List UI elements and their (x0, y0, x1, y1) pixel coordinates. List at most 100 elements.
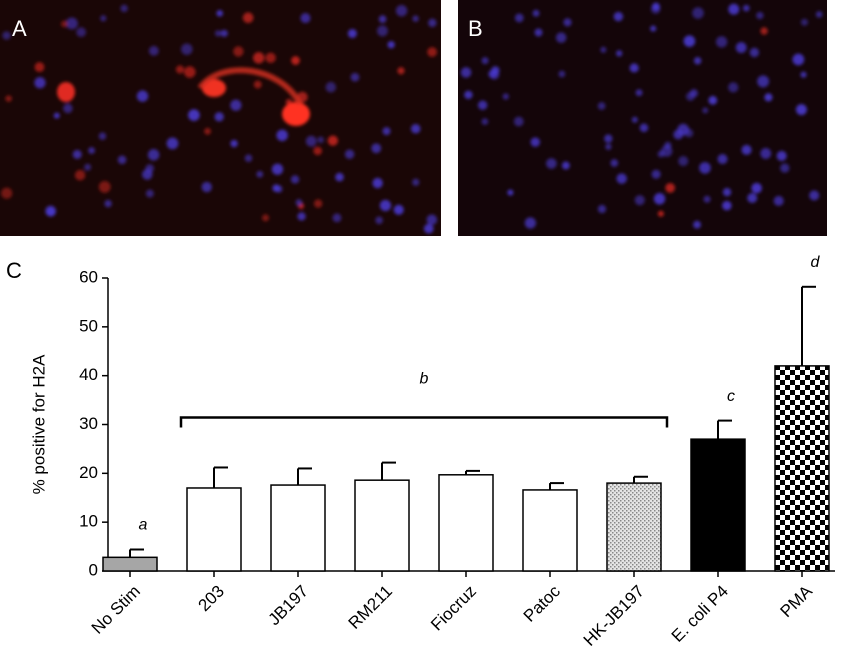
cell (216, 10, 224, 17)
cell (616, 173, 627, 184)
cell (650, 4, 661, 14)
y-tick-label: 50 (79, 316, 98, 335)
cell (741, 144, 752, 155)
cell (534, 28, 543, 37)
cell (175, 65, 185, 74)
x-tick-label: Patoc (520, 581, 565, 626)
cell (204, 127, 211, 135)
cell (651, 169, 661, 179)
cell (751, 182, 762, 194)
cell (613, 11, 624, 22)
x-tick-label: RM211 (345, 582, 396, 633)
cell (412, 178, 420, 186)
cell (653, 193, 666, 205)
cell (412, 15, 419, 22)
x-tick-label: PMA (777, 581, 817, 621)
cell (253, 80, 262, 89)
cell (708, 95, 718, 105)
cell (74, 169, 86, 181)
y-axis-label: % positive for H2A (29, 354, 48, 494)
cell (379, 199, 392, 212)
bar (690, 438, 746, 572)
cell (635, 89, 643, 97)
cell (325, 81, 337, 93)
cell (678, 155, 689, 167)
y-tick-label: 0 (89, 560, 98, 579)
bar (606, 482, 662, 572)
cell (615, 50, 623, 57)
y-tick-label: 40 (79, 365, 98, 384)
cell (722, 200, 732, 211)
cell (100, 15, 107, 22)
bar (522, 489, 578, 572)
cell (692, 7, 704, 19)
cell (657, 210, 664, 217)
cell (546, 158, 557, 169)
cell (5, 95, 12, 102)
cell (233, 46, 244, 57)
cell (300, 13, 311, 24)
cell (395, 5, 408, 17)
panel-label: A (12, 16, 27, 41)
cell (684, 128, 694, 138)
cell (728, 3, 740, 15)
x-tick-label: 203 (195, 582, 228, 615)
cell (423, 223, 434, 234)
cell (397, 67, 405, 75)
cell (502, 93, 509, 100)
cell (261, 214, 270, 222)
cell (558, 70, 566, 78)
cell (686, 92, 695, 101)
cell (34, 62, 45, 73)
cell (780, 163, 790, 173)
cell (427, 47, 438, 57)
bar (774, 365, 830, 572)
significance-letter: a (139, 517, 148, 534)
cell (665, 182, 676, 193)
cell (563, 18, 572, 27)
cell (735, 42, 747, 53)
cell (53, 112, 60, 119)
cell (272, 184, 280, 192)
y-tick-label: 10 (79, 512, 98, 531)
significance-letter: c (727, 388, 735, 405)
cell (524, 217, 537, 229)
cell (271, 163, 284, 175)
cell (699, 162, 711, 174)
cell (305, 135, 317, 147)
cell (65, 17, 78, 30)
cell (2, 31, 11, 40)
cell (426, 214, 438, 226)
cell (230, 139, 238, 148)
cell (477, 100, 488, 110)
cell (84, 163, 92, 171)
cell (800, 18, 809, 26)
cell (481, 118, 489, 125)
cell (253, 52, 265, 64)
cell (335, 172, 344, 182)
panel-label: C (6, 258, 22, 283)
cell (230, 99, 242, 111)
cell (166, 137, 179, 150)
cell (184, 66, 196, 78)
cell (393, 204, 404, 215)
cell (639, 123, 649, 133)
x-tick-label: Fiocruz (427, 582, 480, 635)
cell (276, 129, 288, 142)
cell (244, 154, 253, 162)
cell (120, 4, 128, 13)
cell (715, 36, 728, 48)
cell (372, 177, 383, 189)
cell (313, 146, 322, 156)
cell (428, 18, 437, 28)
cell (371, 143, 382, 154)
cell (776, 150, 787, 161)
cell (795, 104, 807, 116)
cell (34, 77, 46, 89)
cell (145, 164, 154, 173)
cell (214, 112, 224, 122)
cell (145, 189, 154, 198)
cell (46, 207, 56, 217)
cell (297, 212, 306, 221)
